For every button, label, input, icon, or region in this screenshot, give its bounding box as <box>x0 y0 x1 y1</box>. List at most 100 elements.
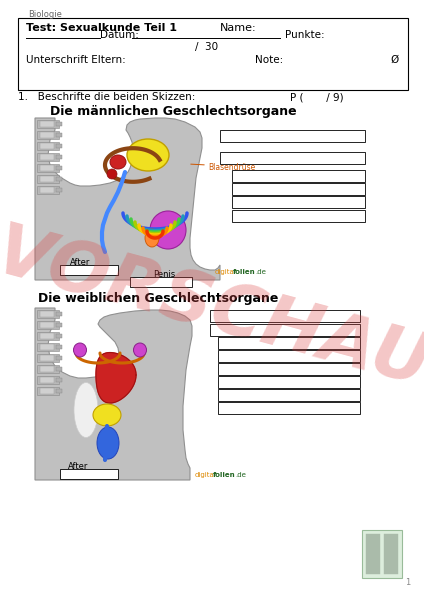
Bar <box>37 131 59 139</box>
Bar <box>40 377 54 383</box>
Bar <box>210 310 360 322</box>
Bar <box>40 176 54 182</box>
Bar <box>362 530 402 578</box>
Ellipse shape <box>107 169 117 179</box>
Bar <box>37 376 59 384</box>
Bar <box>384 534 398 574</box>
Bar <box>56 188 62 192</box>
Bar <box>232 170 365 182</box>
Bar <box>220 130 365 142</box>
Ellipse shape <box>150 211 186 249</box>
Bar <box>56 312 62 316</box>
Bar <box>218 350 360 362</box>
Bar <box>56 177 62 181</box>
Bar <box>37 186 59 194</box>
Bar <box>40 154 54 160</box>
Bar <box>37 321 59 329</box>
Bar <box>56 122 62 126</box>
Bar <box>56 378 62 382</box>
Bar <box>60 265 118 275</box>
Text: .de: .de <box>235 472 246 478</box>
Bar <box>18 18 408 90</box>
Bar <box>40 311 54 317</box>
Text: Name:: Name: <box>220 23 257 33</box>
Ellipse shape <box>97 427 119 459</box>
Text: 1.   Beschrifte die beiden Skizzen:: 1. Beschrifte die beiden Skizzen: <box>18 92 195 102</box>
Bar <box>60 469 118 479</box>
Bar <box>37 164 59 172</box>
Bar <box>56 334 62 338</box>
Ellipse shape <box>145 229 159 247</box>
Bar <box>37 120 59 128</box>
Bar <box>37 365 59 373</box>
Text: VORSCHAU: VORSCHAU <box>0 218 424 401</box>
Bar <box>218 363 360 375</box>
Bar <box>232 210 365 222</box>
Text: Penis: Penis <box>153 270 175 279</box>
Text: Biologie: Biologie <box>28 10 62 19</box>
Ellipse shape <box>73 343 86 357</box>
Bar <box>40 187 54 193</box>
Text: Blasendrüse: Blasendrüse <box>208 163 255 172</box>
Ellipse shape <box>127 139 169 171</box>
Bar <box>56 345 62 349</box>
Text: After: After <box>68 462 88 471</box>
Text: Die männlichen Geschlechtsorgane: Die männlichen Geschlechtsorgane <box>50 105 297 118</box>
Bar <box>210 324 360 336</box>
Text: folien: folien <box>213 472 236 478</box>
Bar <box>56 166 62 170</box>
Text: Punkte:: Punkte: <box>285 30 325 40</box>
Ellipse shape <box>134 343 147 357</box>
Bar <box>130 277 192 287</box>
Bar <box>37 343 59 351</box>
Bar <box>37 142 59 150</box>
Polygon shape <box>96 353 136 403</box>
Text: .de: .de <box>255 269 266 275</box>
Text: Unterschrift Eltern:: Unterschrift Eltern: <box>26 55 126 65</box>
Bar <box>232 196 365 208</box>
Bar <box>220 152 365 164</box>
Text: digital: digital <box>195 472 217 478</box>
Polygon shape <box>35 308 192 480</box>
Bar <box>40 322 54 328</box>
Ellipse shape <box>110 155 126 169</box>
Bar <box>37 153 59 161</box>
Ellipse shape <box>74 383 98 437</box>
Bar <box>37 175 59 183</box>
Bar <box>56 144 62 148</box>
Text: Die weiblichen Geschlechtsorgane: Die weiblichen Geschlechtsorgane <box>38 292 279 305</box>
Bar <box>37 387 59 395</box>
Bar <box>40 355 54 361</box>
Bar <box>218 402 360 414</box>
Bar <box>218 389 360 401</box>
Bar <box>56 389 62 393</box>
Bar <box>40 344 54 350</box>
Text: digital: digital <box>215 269 237 275</box>
Bar <box>56 155 62 159</box>
Bar <box>40 121 54 127</box>
Text: Ø: Ø <box>390 55 398 65</box>
Bar <box>56 323 62 327</box>
Bar <box>40 388 54 394</box>
Text: Datum:: Datum: <box>100 30 139 40</box>
Text: After: After <box>70 258 90 267</box>
Text: folien: folien <box>233 269 256 275</box>
Bar <box>40 333 54 339</box>
Bar <box>40 132 54 138</box>
Text: P (       / 9): P ( / 9) <box>290 92 343 102</box>
Bar <box>40 165 54 171</box>
Bar <box>56 133 62 137</box>
Bar <box>37 354 59 362</box>
Bar <box>37 310 59 318</box>
Ellipse shape <box>93 404 121 426</box>
Bar <box>232 183 365 195</box>
Text: Test: Sexualkunde Teil 1: Test: Sexualkunde Teil 1 <box>26 23 177 33</box>
Bar <box>56 367 62 371</box>
Text: Note:: Note: <box>255 55 283 65</box>
Text: /  30: / 30 <box>195 42 218 52</box>
Bar <box>40 143 54 149</box>
Bar <box>366 534 380 574</box>
Bar <box>40 366 54 372</box>
Bar <box>56 356 62 360</box>
Text: 1: 1 <box>405 578 410 587</box>
